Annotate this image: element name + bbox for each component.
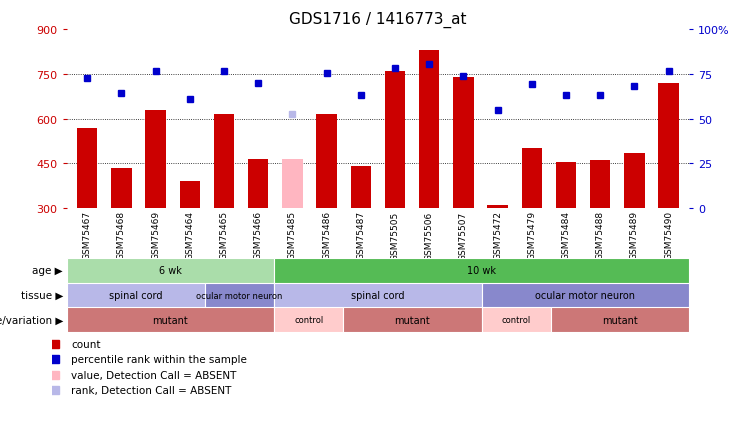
Bar <box>77 128 98 208</box>
Text: 10 wk: 10 wk <box>467 266 496 276</box>
Text: GSM75487: GSM75487 <box>356 211 365 260</box>
Text: GSM75506: GSM75506 <box>425 211 433 260</box>
Text: genotype/variation ▶: genotype/variation ▶ <box>0 315 63 325</box>
Text: GSM75467: GSM75467 <box>83 211 92 260</box>
Text: ocular motor neuron: ocular motor neuron <box>536 290 635 300</box>
Bar <box>658 84 679 208</box>
Bar <box>67 308 274 332</box>
Bar <box>145 111 166 208</box>
Title: GDS1716 / 1416773_at: GDS1716 / 1416773_at <box>289 11 467 28</box>
Bar <box>482 308 551 332</box>
Text: GSM75485: GSM75485 <box>288 211 297 260</box>
Bar <box>248 159 268 208</box>
Text: count: count <box>71 339 101 349</box>
Text: control: control <box>502 316 531 325</box>
Text: rank, Detection Call = ABSENT: rank, Detection Call = ABSENT <box>71 385 231 395</box>
Text: GSM75505: GSM75505 <box>391 211 399 260</box>
Text: GSM75484: GSM75484 <box>562 211 571 260</box>
Text: GSM75464: GSM75464 <box>185 211 194 260</box>
Text: percentile rank within the sample: percentile rank within the sample <box>71 355 247 365</box>
Text: 6 wk: 6 wk <box>159 266 182 276</box>
Bar <box>67 258 274 283</box>
Text: age ▶: age ▶ <box>33 266 63 276</box>
Text: GSM75468: GSM75468 <box>117 211 126 260</box>
Text: GSM75472: GSM75472 <box>493 211 502 260</box>
Text: GSM75489: GSM75489 <box>630 211 639 260</box>
Bar <box>419 51 439 208</box>
Bar <box>453 78 473 208</box>
Bar <box>179 181 200 208</box>
Text: GSM75486: GSM75486 <box>322 211 331 260</box>
Text: spinal cord: spinal cord <box>109 290 162 300</box>
Bar <box>624 154 645 208</box>
Bar <box>316 115 337 208</box>
Bar <box>274 283 482 308</box>
Text: mutant: mutant <box>602 315 638 325</box>
Bar <box>205 283 274 308</box>
Text: mutant: mutant <box>153 315 188 325</box>
Bar <box>556 162 576 208</box>
Text: spinal cord: spinal cord <box>351 290 405 300</box>
Bar <box>488 205 508 208</box>
Text: value, Detection Call = ABSENT: value, Detection Call = ABSENT <box>71 370 236 380</box>
Text: ocular motor neuron: ocular motor neuron <box>196 291 283 300</box>
Bar <box>111 168 132 208</box>
Bar <box>551 308 689 332</box>
Text: GSM75507: GSM75507 <box>459 211 468 260</box>
Text: mutant: mutant <box>395 315 431 325</box>
Bar <box>522 149 542 208</box>
Text: GSM75466: GSM75466 <box>253 211 263 260</box>
Bar <box>343 308 482 332</box>
Bar <box>590 161 611 208</box>
Bar <box>274 308 343 332</box>
Text: GSM75479: GSM75479 <box>528 211 536 260</box>
Bar <box>213 115 234 208</box>
Text: GSM75488: GSM75488 <box>596 211 605 260</box>
Text: GSM75490: GSM75490 <box>664 211 673 260</box>
Text: control: control <box>294 316 323 325</box>
Bar <box>350 167 371 208</box>
Bar <box>282 159 302 208</box>
Text: tissue ▶: tissue ▶ <box>21 290 63 300</box>
Bar <box>274 258 689 283</box>
Bar <box>385 72 405 208</box>
Text: GSM75469: GSM75469 <box>151 211 160 260</box>
Bar <box>482 283 689 308</box>
Bar <box>67 283 205 308</box>
Text: GSM75465: GSM75465 <box>219 211 228 260</box>
